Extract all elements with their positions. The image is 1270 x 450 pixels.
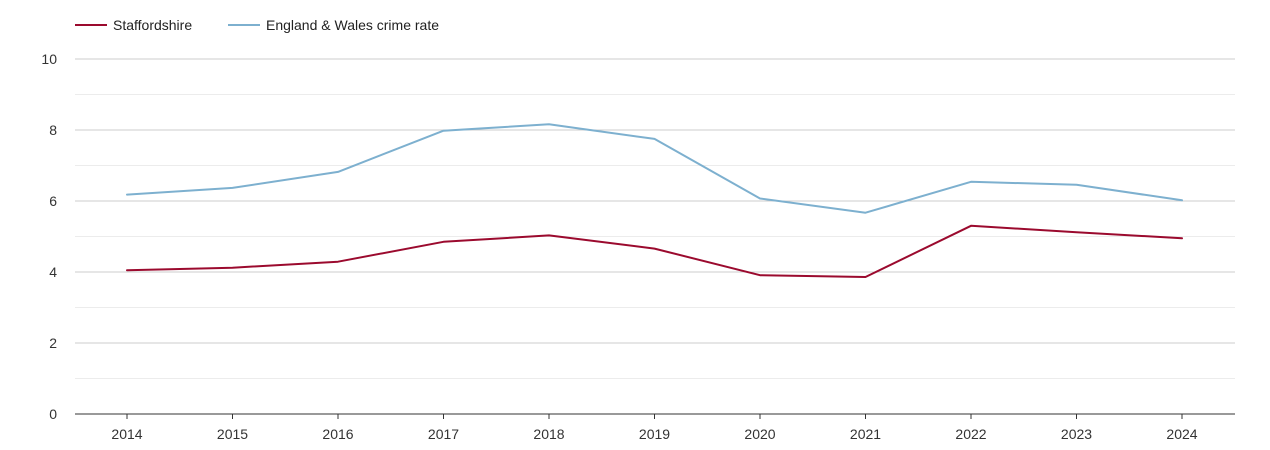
x-tick-label-2014: 2014 — [111, 426, 142, 442]
y-tick-label-4: 4 — [49, 264, 57, 280]
legend-label-england-wales: England & Wales crime rate — [266, 17, 439, 33]
x-tick-label-2015: 2015 — [217, 426, 248, 442]
y-tick-label-6: 6 — [49, 193, 57, 209]
legend-item-england-wales[interactable]: England & Wales crime rate — [228, 17, 439, 33]
series-lines — [126, 123, 1183, 278]
y-tick-label-2: 2 — [49, 335, 57, 351]
x-tick-label-2023: 2023 — [1061, 426, 1092, 442]
legend-label-staffordshire: Staffordshire — [113, 17, 192, 33]
legend-item-staffordshire[interactable]: Staffordshire — [75, 17, 192, 33]
x-tick-label-2017: 2017 — [428, 426, 459, 442]
series-line-england-wales-crime-rate[interactable] — [126, 123, 1183, 214]
x-tick-label-2018: 2018 — [533, 426, 564, 442]
legend: Staffordshire England & Wales crime rate — [75, 17, 439, 33]
grid — [75, 58, 1235, 379]
y-tick-label-10: 10 — [41, 51, 57, 67]
series-line-staffordshire[interactable] — [126, 224, 1183, 278]
x-tick-label-2016: 2016 — [322, 426, 353, 442]
y-tick-label-0: 0 — [49, 406, 57, 422]
x-tick-label-2019: 2019 — [639, 426, 670, 442]
x-tick-label-2021: 2021 — [850, 426, 881, 442]
x-tick-label-2020: 2020 — [744, 426, 775, 442]
y-tick-label-8: 8 — [49, 122, 57, 138]
y-axis-ticks: 0 2 4 6 8 10 — [41, 51, 57, 422]
x-tick-label-2024: 2024 — [1166, 426, 1197, 442]
x-axis-ticks: 2014 2015 2016 2017 2018 2019 2020 2021 2022 2023… — [111, 414, 1198, 442]
x-tick-label-2022: 2022 — [955, 426, 986, 442]
